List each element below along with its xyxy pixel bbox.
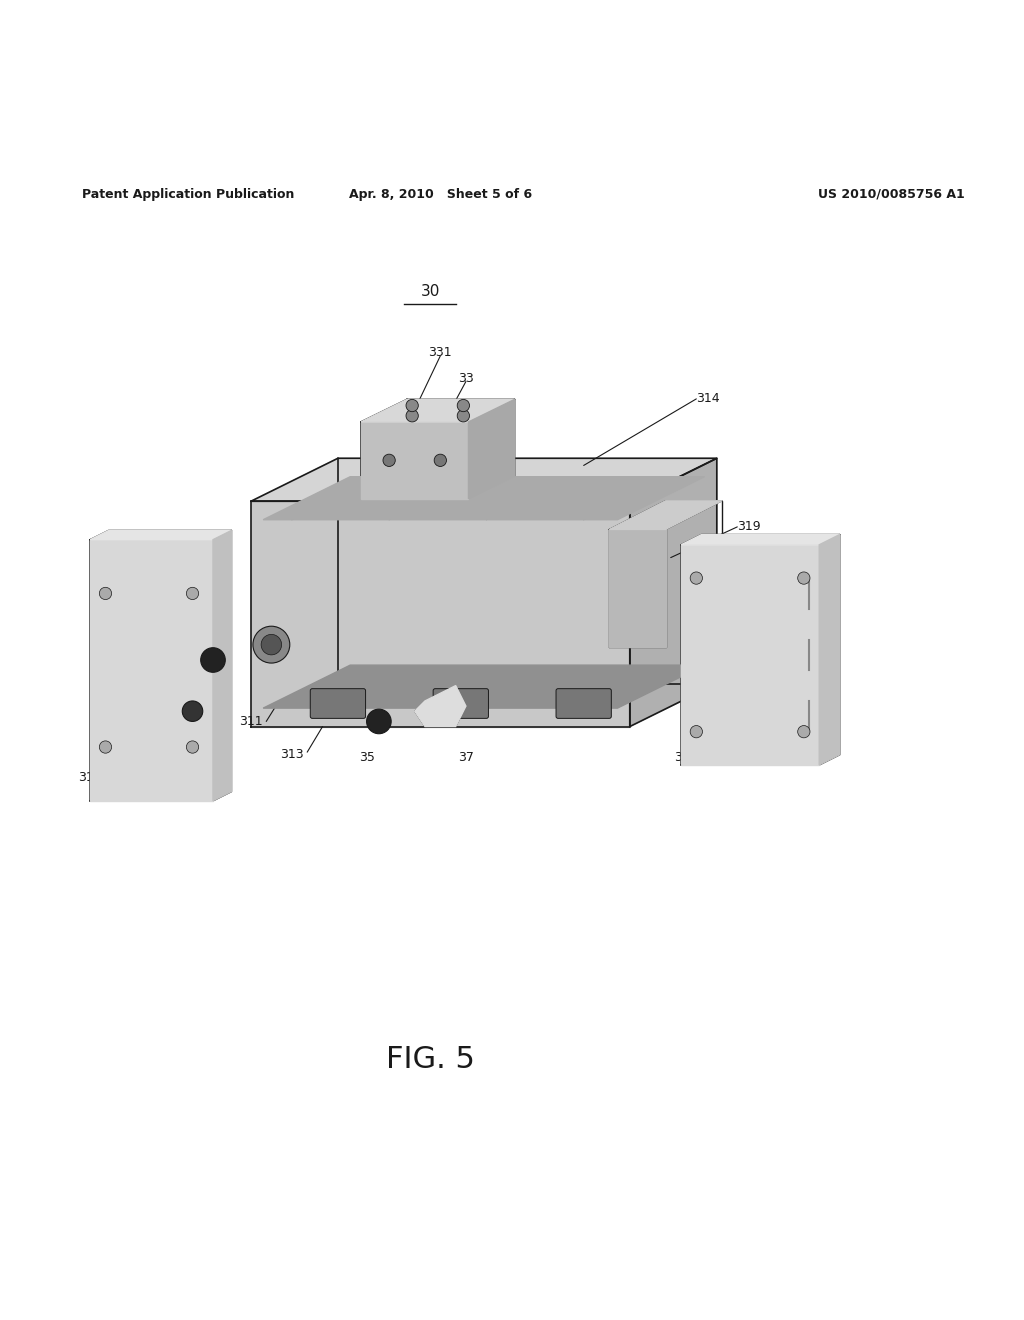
Polygon shape bbox=[90, 531, 231, 540]
Text: US 2010/0085756 A1: US 2010/0085756 A1 bbox=[817, 187, 965, 201]
Circle shape bbox=[261, 635, 282, 655]
Polygon shape bbox=[361, 422, 469, 499]
Polygon shape bbox=[263, 477, 705, 520]
Polygon shape bbox=[90, 540, 213, 801]
Polygon shape bbox=[263, 665, 705, 708]
Circle shape bbox=[690, 726, 702, 738]
Text: 314: 314 bbox=[696, 392, 720, 405]
Polygon shape bbox=[469, 400, 515, 499]
Circle shape bbox=[406, 409, 419, 422]
FancyBboxPatch shape bbox=[433, 689, 488, 718]
Text: 30: 30 bbox=[421, 284, 439, 298]
Polygon shape bbox=[609, 500, 722, 529]
Text: 36: 36 bbox=[205, 693, 221, 705]
Polygon shape bbox=[415, 685, 466, 726]
Circle shape bbox=[798, 572, 810, 585]
Circle shape bbox=[798, 726, 810, 738]
Text: 317: 317 bbox=[78, 771, 102, 784]
Polygon shape bbox=[681, 535, 840, 545]
Text: 35: 35 bbox=[358, 751, 375, 764]
Circle shape bbox=[406, 400, 419, 412]
Text: 33: 33 bbox=[458, 372, 474, 385]
Text: FIG. 5: FIG. 5 bbox=[386, 1045, 474, 1074]
Circle shape bbox=[99, 741, 112, 754]
FancyBboxPatch shape bbox=[310, 689, 366, 718]
Polygon shape bbox=[251, 502, 630, 726]
Circle shape bbox=[434, 454, 446, 466]
Circle shape bbox=[201, 648, 225, 672]
Circle shape bbox=[458, 400, 470, 412]
Circle shape bbox=[186, 741, 199, 754]
Circle shape bbox=[186, 587, 199, 599]
Polygon shape bbox=[630, 458, 717, 726]
FancyBboxPatch shape bbox=[556, 689, 611, 718]
Polygon shape bbox=[681, 545, 819, 766]
Polygon shape bbox=[251, 458, 717, 502]
Circle shape bbox=[99, 587, 112, 599]
Circle shape bbox=[383, 454, 395, 466]
Polygon shape bbox=[361, 400, 515, 422]
Text: 37: 37 bbox=[458, 751, 474, 764]
Circle shape bbox=[690, 572, 702, 585]
Text: 313: 313 bbox=[280, 747, 304, 760]
Polygon shape bbox=[819, 535, 840, 766]
Polygon shape bbox=[213, 531, 231, 801]
Polygon shape bbox=[609, 529, 666, 647]
Text: 319: 319 bbox=[737, 520, 761, 533]
Circle shape bbox=[367, 709, 391, 734]
Text: 311: 311 bbox=[239, 715, 263, 727]
Circle shape bbox=[458, 409, 470, 422]
Text: 331: 331 bbox=[428, 346, 453, 359]
Text: Apr. 8, 2010   Sheet 5 of 6: Apr. 8, 2010 Sheet 5 of 6 bbox=[349, 187, 531, 201]
Circle shape bbox=[253, 626, 290, 663]
Text: 315: 315 bbox=[674, 751, 698, 764]
Text: Patent Application Publication: Patent Application Publication bbox=[82, 187, 294, 201]
Circle shape bbox=[182, 701, 203, 722]
